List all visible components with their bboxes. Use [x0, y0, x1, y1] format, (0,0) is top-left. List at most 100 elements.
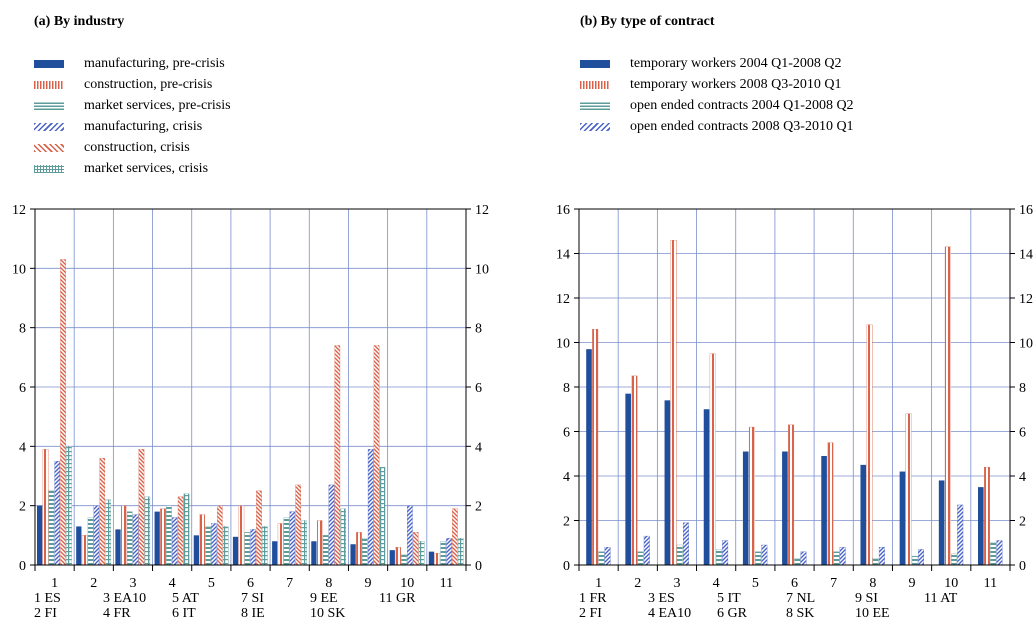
bar — [592, 328, 599, 566]
country-key-entry: 11 GR — [379, 591, 416, 606]
x-tick-label: 11 — [984, 576, 997, 591]
bar — [676, 544, 683, 566]
x-tick-label: 10 — [400, 576, 414, 591]
bar — [160, 508, 166, 566]
bar — [664, 400, 671, 565]
bar — [48, 490, 55, 566]
x-tick-label: 1 — [595, 576, 602, 591]
x-tick-label: 6 — [247, 576, 254, 591]
bar — [76, 526, 82, 565]
country-key-entry: 7 NL — [786, 591, 816, 606]
plot-frame — [578, 208, 1011, 566]
y-tick-label-left: 8 — [563, 381, 570, 396]
x-tick-label: 3 — [673, 576, 680, 591]
bar — [199, 514, 206, 566]
panel-b-country-key: 1 FR 3 ES 5 IT 7 NL 9 SI 11 AT 2 FI 4 EA10 6 GR 8… — [579, 591, 1029, 623]
bar — [272, 541, 278, 565]
y-tick-label-right: 2 — [475, 500, 482, 515]
y-tick-label-right: 4 — [475, 440, 482, 455]
bar — [715, 549, 722, 566]
bar — [87, 517, 94, 566]
bar — [833, 551, 840, 566]
x-tick-label: 1 — [51, 576, 58, 591]
legend-swatch — [34, 143, 64, 152]
legend-label: market services, pre-crisis — [84, 98, 231, 113]
bar — [911, 555, 918, 566]
bar — [256, 490, 262, 566]
panel-a-country-key: 1 ES 3 EA10 5 AT 7 SI 9 EE 11 GR 2 FI 4 FR 6 IT 8… — [34, 591, 504, 623]
bar — [407, 505, 413, 566]
legend-swatch — [34, 59, 64, 68]
legend-swatch — [34, 122, 64, 131]
bar — [93, 505, 100, 566]
bar — [115, 529, 121, 565]
y-tick-label-left: 4 — [563, 470, 570, 485]
bar — [54, 461, 61, 566]
bar — [978, 487, 984, 565]
y-tick-label-left: 2 — [19, 500, 26, 515]
bar — [311, 541, 317, 565]
bar — [761, 544, 768, 566]
bar — [457, 538, 464, 566]
x-tick-label: 6 — [791, 576, 798, 591]
bar — [389, 550, 395, 565]
y-tick-label-left: 10 — [556, 337, 570, 352]
legend-item: construction, pre-crisis — [34, 74, 231, 95]
x-tick-label: 9 — [365, 576, 372, 591]
bar — [277, 523, 284, 566]
bar — [171, 517, 178, 566]
x-tick-label: 7 — [286, 576, 293, 591]
bar — [794, 558, 801, 566]
legend-label: construction, pre-crisis — [84, 77, 213, 92]
bar — [755, 551, 762, 566]
legend-swatch — [580, 101, 610, 110]
legend-swatch — [34, 80, 64, 89]
bar — [709, 353, 716, 566]
bar — [144, 496, 151, 566]
bar — [643, 535, 650, 566]
bar — [788, 424, 795, 566]
country-key-entry: 9 EE — [310, 591, 338, 606]
y-tick-label-left: 6 — [19, 381, 26, 396]
bar — [440, 541, 446, 566]
bar — [262, 526, 268, 566]
bar — [126, 511, 133, 566]
bar — [244, 532, 251, 566]
bar — [625, 393, 631, 565]
x-tick-label: 10 — [944, 576, 958, 591]
bar — [984, 466, 990, 566]
legend-item: market services, crisis — [34, 158, 231, 179]
bar — [598, 551, 605, 566]
legend-label: temporary workers 2008 Q3-2010 Q1 — [630, 77, 842, 92]
bar — [872, 558, 879, 566]
x-tick-label: 8 — [325, 576, 332, 591]
y-tick-label-left: 12 — [556, 292, 570, 307]
legend-swatch — [34, 101, 64, 110]
y-tick-label-left: 10 — [12, 262, 26, 277]
bar — [60, 259, 66, 566]
bar — [316, 520, 323, 566]
bar — [356, 532, 362, 566]
bar — [637, 551, 644, 566]
bar — [944, 246, 951, 566]
bar — [839, 547, 846, 566]
y-tick-label-right: 8 — [475, 322, 482, 337]
bar — [748, 426, 755, 566]
x-tick-label: 3 — [129, 576, 136, 591]
legend-item: manufacturing, crisis — [34, 116, 231, 137]
bar — [250, 529, 256, 566]
y-tick-label-left: 12 — [12, 203, 26, 218]
legend-label: open ended contracts 2008 Q3-2010 Q1 — [630, 119, 854, 134]
y-tick-label-left: 2 — [563, 515, 570, 530]
y-tick-label-left: 14 — [556, 248, 570, 263]
y-tick-label-left: 0 — [19, 559, 26, 574]
bar — [154, 511, 160, 565]
bar — [899, 471, 906, 565]
bar — [631, 375, 638, 566]
bar — [99, 458, 106, 566]
bar — [683, 522, 689, 566]
country-key-entry: 4 EA10 — [648, 606, 692, 621]
bar — [827, 442, 834, 566]
legend-swatch — [580, 59, 610, 68]
x-tick-label: 7 — [830, 576, 837, 591]
